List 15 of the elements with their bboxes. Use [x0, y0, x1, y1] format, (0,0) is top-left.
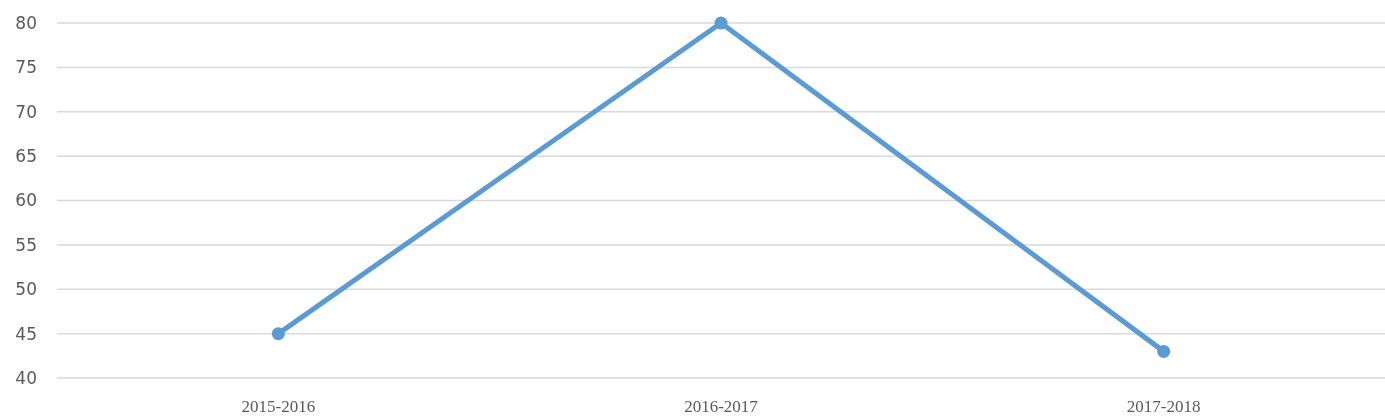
y-tick-label: 65: [15, 146, 37, 167]
point: [714, 16, 728, 30]
x-tick-label: 2015-2016: [241, 397, 316, 416]
point: [271, 327, 285, 341]
point: [1157, 344, 1171, 358]
y-tick-label: 80: [15, 12, 37, 33]
y-tick-label: 55: [15, 234, 37, 255]
x-tick-label: 2016-2017: [684, 397, 759, 416]
y-tick-label: 50: [15, 279, 37, 300]
y-tick-label: 70: [15, 101, 37, 122]
y-tick-label: 60: [15, 190, 37, 211]
y-tick-label: 45: [15, 323, 37, 344]
x-tick-label: 2017-2018: [1126, 397, 1201, 416]
y-tick-label: 75: [15, 57, 37, 78]
y-tick-label: 40: [15, 367, 37, 388]
